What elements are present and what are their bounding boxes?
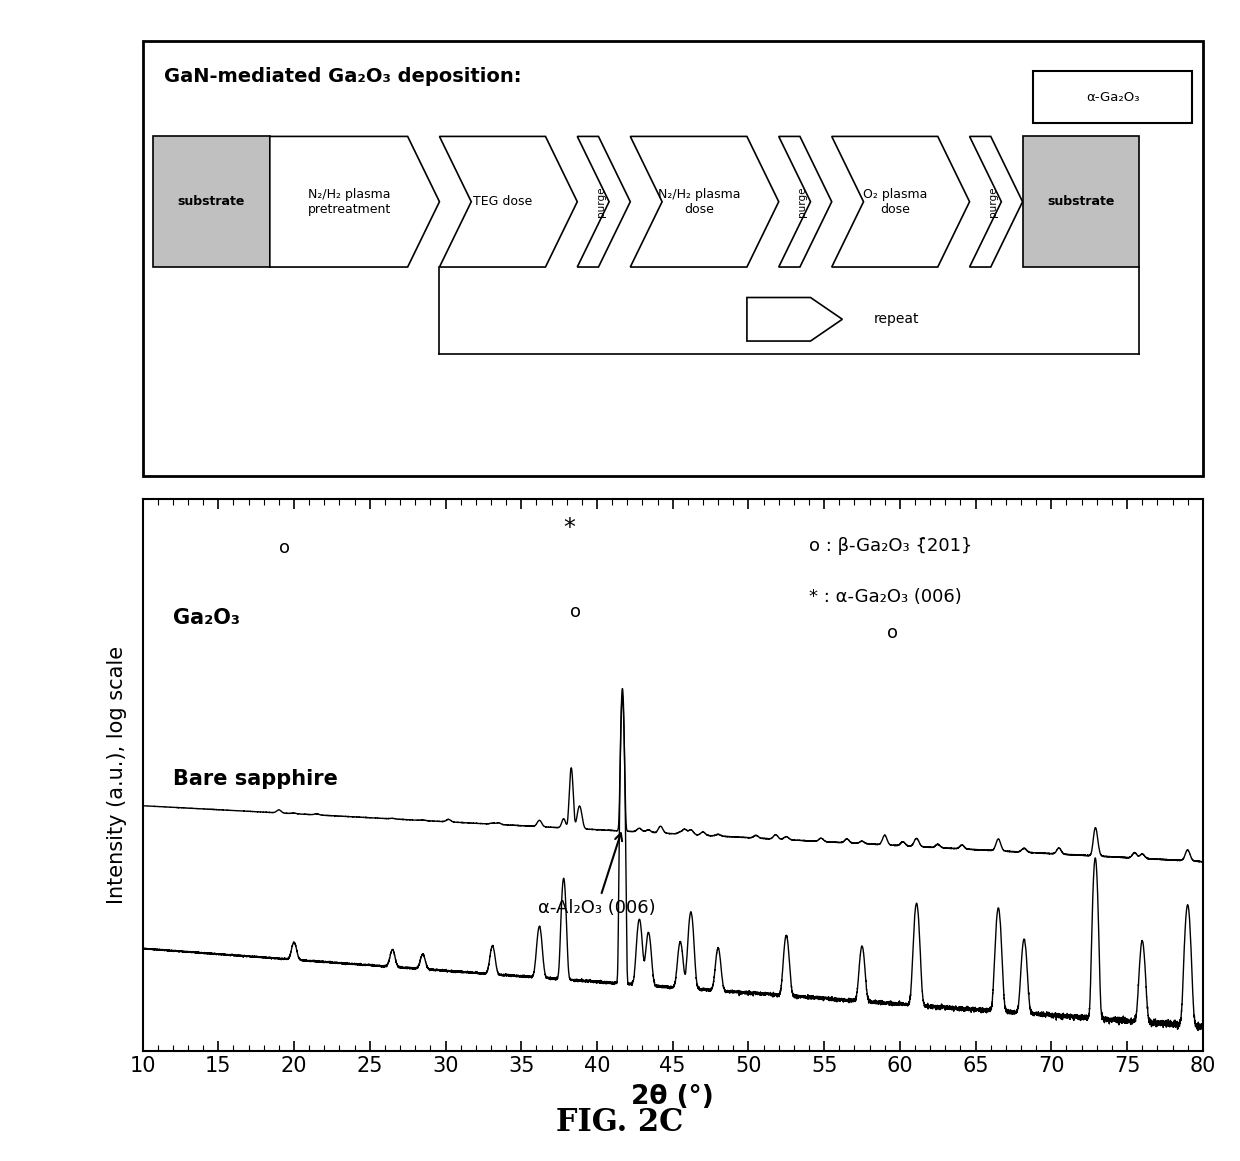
- Text: Ga₂O₃: Ga₂O₃: [172, 608, 239, 628]
- Text: O₂ plasma
dose: O₂ plasma dose: [863, 188, 928, 216]
- Text: substrate: substrate: [177, 195, 246, 208]
- Text: GaN-mediated Ga₂O₃ deposition:: GaN-mediated Ga₂O₃ deposition:: [164, 66, 521, 86]
- Bar: [154, 137, 270, 267]
- Text: α-Ga₂O₃: α-Ga₂O₃: [1086, 91, 1140, 103]
- Text: o : β-Ga₂O₃ {̄201}: o : β-Ga₂O₃ {̄201}: [808, 536, 972, 555]
- Polygon shape: [439, 137, 578, 267]
- Text: N₂/H₂ plasma
dose: N₂/H₂ plasma dose: [658, 188, 740, 216]
- Polygon shape: [270, 137, 439, 267]
- Text: TEG dose: TEG dose: [474, 195, 533, 208]
- Text: purge: purge: [988, 187, 998, 217]
- Text: repeat: repeat: [874, 312, 920, 326]
- Polygon shape: [970, 137, 1023, 267]
- Text: o: o: [570, 603, 582, 620]
- Polygon shape: [578, 137, 630, 267]
- Text: substrate: substrate: [1048, 195, 1115, 208]
- Polygon shape: [746, 297, 842, 341]
- X-axis label: 2θ (°): 2θ (°): [631, 1084, 714, 1110]
- Y-axis label: Intensity (a.u.), log scale: Intensity (a.u.), log scale: [107, 646, 126, 904]
- Bar: [1033, 71, 1192, 123]
- Text: purge: purge: [595, 187, 605, 217]
- Text: o: o: [279, 539, 290, 556]
- Text: *: *: [564, 515, 575, 540]
- Text: * : α-Ga₂O₃ (006): * : α-Ga₂O₃ (006): [808, 589, 962, 606]
- Polygon shape: [832, 137, 970, 267]
- Text: Bare sapphire: Bare sapphire: [172, 769, 337, 788]
- Text: FIG. 2C: FIG. 2C: [557, 1106, 683, 1138]
- Text: purge: purge: [797, 187, 807, 217]
- Text: o: o: [887, 625, 898, 642]
- Text: α-Al₂O₃ (006): α-Al₂O₃ (006): [538, 834, 656, 916]
- Polygon shape: [779, 137, 832, 267]
- Bar: [1023, 137, 1140, 267]
- Text: N₂/H₂ plasma
pretreatment: N₂/H₂ plasma pretreatment: [308, 188, 391, 216]
- Polygon shape: [630, 137, 779, 267]
